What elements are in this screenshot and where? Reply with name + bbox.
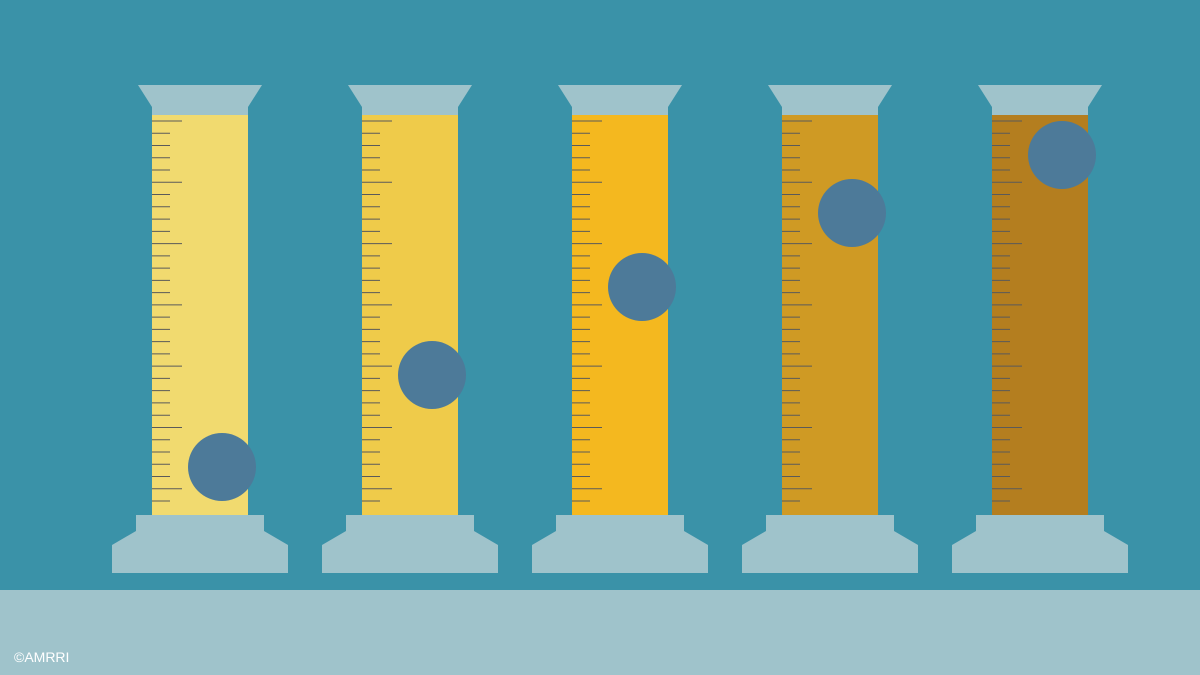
cylinder-rim — [572, 107, 668, 115]
cylinder-lip — [138, 85, 262, 107]
cylinder-lip — [558, 85, 682, 107]
cylinder-rim — [782, 107, 878, 115]
cylinder-pedestal — [976, 515, 1104, 531]
cylinder-3 — [532, 85, 708, 573]
ball — [398, 341, 466, 409]
cylinder-base — [322, 531, 498, 573]
ball — [818, 179, 886, 247]
ball — [608, 253, 676, 321]
cylinder-rim — [362, 107, 458, 115]
cylinder-liquid — [782, 115, 878, 515]
cylinder-lip — [768, 85, 892, 107]
cylinder-liquid — [362, 115, 458, 515]
cylinder-base — [742, 531, 918, 573]
table-surface — [0, 590, 1200, 675]
cylinder-pedestal — [766, 515, 894, 531]
graduated-cylinder — [532, 85, 708, 573]
viscosity-diagram: ©AMRRI — [0, 0, 1200, 675]
cylinder-base — [112, 531, 288, 573]
cylinder-lip — [978, 85, 1102, 107]
cylinder-1 — [112, 85, 288, 573]
cylinder-pedestal — [556, 515, 684, 531]
cylinder-pedestal — [136, 515, 264, 531]
cylinder-4 — [742, 85, 918, 573]
cylinder-base — [532, 531, 708, 573]
cylinder-5 — [952, 85, 1128, 573]
cylinder-2 — [322, 85, 498, 573]
cylinder-pedestal — [346, 515, 474, 531]
credit-text: ©AMRRI — [14, 649, 69, 665]
cylinder-lip — [348, 85, 472, 107]
cylinder-rim — [992, 107, 1088, 115]
graduated-cylinder — [322, 85, 498, 573]
graduated-cylinder — [112, 85, 288, 573]
graduated-cylinder — [952, 85, 1128, 573]
cylinder-base — [952, 531, 1128, 573]
ball — [1028, 121, 1096, 189]
ball — [188, 433, 256, 501]
graduated-cylinder — [742, 85, 918, 573]
cylinder-rim — [152, 107, 248, 115]
